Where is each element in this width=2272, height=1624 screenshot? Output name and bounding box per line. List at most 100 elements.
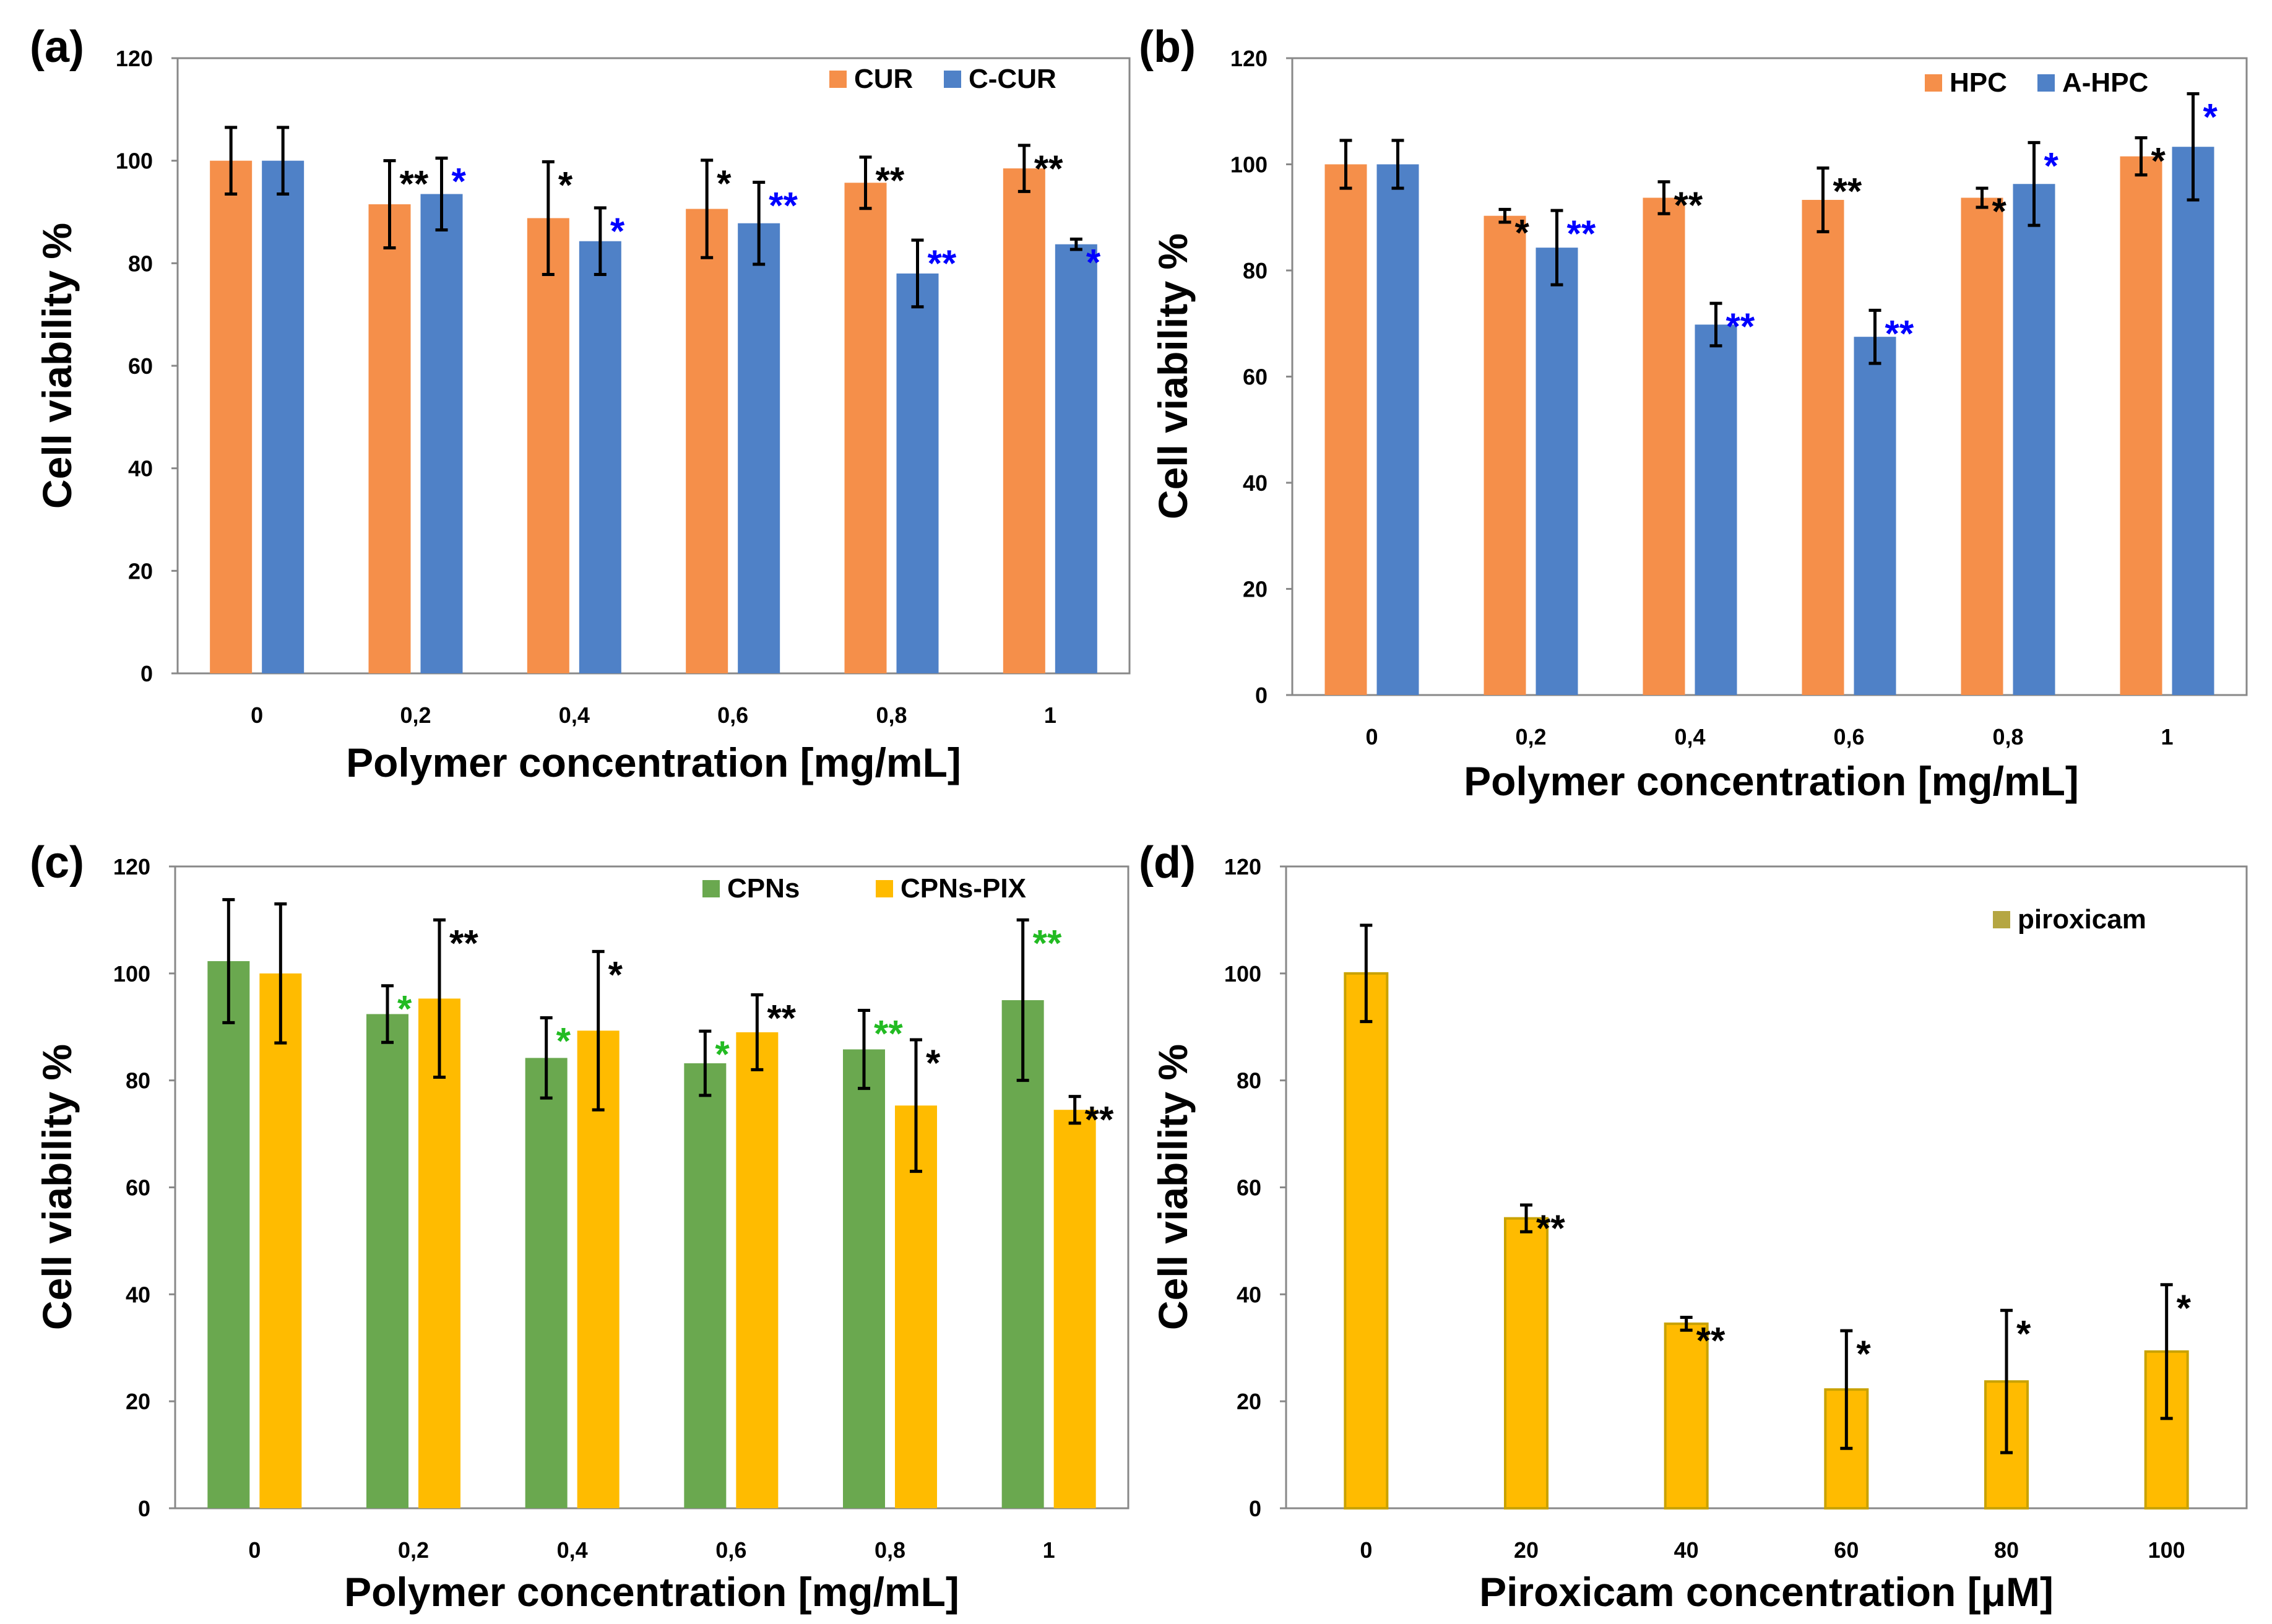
legend-swatch <box>1993 911 2010 928</box>
y-tick-label: 80 <box>128 251 153 276</box>
significance-marker: ** <box>1567 213 1596 254</box>
bar-cpns-pix-0 <box>259 973 302 1508</box>
y-tick-label: 40 <box>1243 470 1268 496</box>
bar-cpns-1 <box>366 1014 408 1508</box>
legend-label: piroxicam <box>2018 904 2146 935</box>
significance-marker: ** <box>874 1013 903 1054</box>
bar-cur-1 <box>368 204 411 673</box>
significance-marker: ** <box>767 997 796 1039</box>
bar-c-cur-5 <box>1055 244 1097 673</box>
y-tick-label: 100 <box>1224 961 1261 987</box>
significance-marker: ** <box>1033 922 1062 964</box>
significance-marker: ** <box>1885 313 1914 354</box>
bar-c-cur-2 <box>579 241 621 674</box>
y-tick-label: 80 <box>1237 1068 1261 1094</box>
x-tick-label: 0,8 <box>875 1537 905 1563</box>
significance-marker: * <box>608 954 623 995</box>
y-tick-label: 60 <box>126 1175 150 1201</box>
x-tick-label: 0,4 <box>559 702 590 728</box>
significance-marker: * <box>397 988 412 1030</box>
x-tick-label: 0,2 <box>398 1537 429 1563</box>
x-tick-label: 0,2 <box>1515 724 1546 749</box>
x-axis-title: Polymer concentration [mg/mL] <box>344 1569 959 1615</box>
y-tick-label: 60 <box>128 353 153 379</box>
bar-c-cur-0 <box>262 160 305 674</box>
significance-marker: * <box>556 1021 571 1062</box>
panel-label-c: (c) <box>30 838 84 888</box>
bar-c-cur-3 <box>738 223 780 673</box>
bar-cpns-3 <box>684 1063 727 1508</box>
legend-label: CPNs-PIX <box>901 873 1026 904</box>
bar-hpc-1 <box>1484 215 1526 695</box>
bar-cur-4 <box>844 183 887 673</box>
plot-frame <box>1285 865 2248 1510</box>
significance-marker: * <box>2177 1287 2192 1329</box>
significance-marker: ** <box>769 184 798 226</box>
legend-swatch <box>944 71 961 88</box>
bar-hpc-2 <box>1643 197 1685 696</box>
y-tick-label: 100 <box>113 961 150 987</box>
x-tick-label: 40 <box>1674 1537 1699 1563</box>
bar-hpc-4 <box>1961 197 2003 696</box>
significance-marker: * <box>1992 191 2007 232</box>
bar-cur-2 <box>527 218 569 673</box>
significance-marker: * <box>610 210 625 252</box>
x-tick-label: 0,6 <box>715 1537 746 1563</box>
significance-marker: * <box>558 164 573 205</box>
x-axis-title: Polymer concentration [mg/mL] <box>346 740 961 785</box>
significance-marker: ** <box>876 160 905 201</box>
y-tick-label: 100 <box>1230 152 1268 178</box>
y-tick-label: 100 <box>116 149 153 174</box>
bar-cpns-pix-3 <box>736 1032 779 1508</box>
y-tick-label: 20 <box>1237 1389 1261 1414</box>
y-axis-title: Cell viability % <box>34 223 80 509</box>
legend-label: A-HPC <box>2062 67 2148 98</box>
legend-swatch <box>876 880 893 897</box>
y-axis-title: Cell viability % <box>1150 1044 1196 1330</box>
significance-marker: ** <box>1833 171 1862 212</box>
x-tick-label: 0,6 <box>717 702 748 728</box>
chart-panel-b: (b) 0 20 40 60 80 100 120 Cell viability % Polyme… <box>1139 22 2248 804</box>
y-tick-label: 20 <box>128 558 153 584</box>
x-tick-label: 100 <box>2148 1537 2185 1563</box>
y-tick-label: 60 <box>1243 365 1268 390</box>
significance-marker: * <box>452 161 467 202</box>
y-tick-label: 40 <box>128 456 153 482</box>
y-tick-label: 20 <box>126 1389 150 1414</box>
panel-label-a: (a) <box>30 22 84 72</box>
significance-marker: * <box>715 1034 730 1075</box>
bar-cur-5 <box>1003 168 1045 673</box>
y-tick-label: 120 <box>113 854 150 879</box>
chart-panel-a: (a) 0 20 40 60 80 100 120 Cell viability % Polyme… <box>30 22 1131 785</box>
significance-marker: * <box>1086 241 1101 283</box>
x-tick-label: 0,6 <box>1833 724 1864 749</box>
y-tick-label: 40 <box>1237 1282 1261 1307</box>
bar-hpc-5 <box>2120 156 2162 695</box>
significance-marker: * <box>926 1042 941 1084</box>
y-tick-label: 40 <box>126 1282 150 1307</box>
bar-cur-3 <box>686 209 728 673</box>
significance-marker: * <box>717 163 732 204</box>
y-tick-label: 0 <box>1255 683 1268 708</box>
x-tick-label: 1 <box>1043 1537 1055 1563</box>
y-tick-label: 120 <box>116 46 153 71</box>
bar-cpns-2 <box>525 1058 568 1508</box>
bar-a-hpc-1 <box>1536 248 1578 695</box>
y-tick-label: 0 <box>140 661 153 686</box>
x-tick-label: 0,8 <box>876 702 907 728</box>
bar-cpns-pix-5 <box>1053 1110 1096 1508</box>
y-tick-label: 120 <box>1224 854 1261 879</box>
significance-marker: * <box>1515 212 1530 253</box>
bar-a-hpc-0 <box>1376 164 1419 695</box>
panel-label-b: (b) <box>1139 22 1196 72</box>
x-tick-label: 0,4 <box>1674 724 1705 749</box>
panel-label-d: (d) <box>1139 838 1196 888</box>
significance-marker: * <box>2203 96 2218 137</box>
bar-a-hpc-4 <box>2013 184 2055 695</box>
x-tick-label: 20 <box>1514 1537 1539 1563</box>
legend-label: CUR <box>854 64 913 94</box>
legend-label: HPC <box>1950 67 2007 98</box>
x-tick-label: 0,8 <box>1992 724 2023 749</box>
y-tick-label: 60 <box>1237 1175 1261 1201</box>
significance-marker: ** <box>1085 1099 1114 1141</box>
